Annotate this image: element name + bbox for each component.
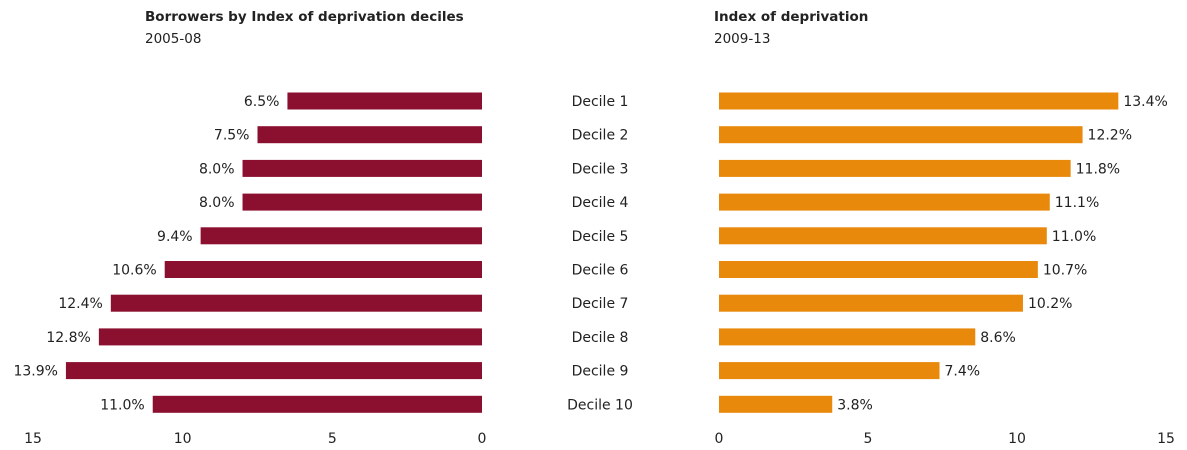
- bar: [719, 362, 940, 380]
- x-tick-label: 0: [478, 431, 487, 447]
- bar: [719, 261, 1038, 278]
- bar: [242, 193, 482, 211]
- category-label: Decile 8: [572, 330, 629, 346]
- bar: [719, 328, 976, 346]
- bar: [242, 159, 482, 177]
- x-tick-label: 5: [864, 431, 873, 447]
- value-label: 8.6%: [980, 330, 1016, 346]
- bar: [719, 193, 1050, 211]
- value-label: 8.0%: [199, 161, 235, 177]
- x-tick-label: 15: [24, 431, 42, 447]
- bar: [719, 159, 1071, 177]
- category-label: Decile 10: [567, 397, 633, 413]
- value-label: 12.2%: [1088, 128, 1132, 144]
- value-label: 13.9%: [13, 364, 57, 380]
- bar: [719, 395, 833, 413]
- value-label: 10.6%: [112, 263, 156, 279]
- bar: [65, 362, 482, 380]
- value-label: 12.4%: [58, 296, 102, 312]
- bar: [287, 92, 482, 110]
- chart-title: Index of deprivation: [714, 9, 868, 25]
- x-tick-label: 10: [174, 431, 192, 447]
- value-label: 7.5%: [214, 128, 250, 144]
- x-tick-label: 0: [715, 431, 724, 447]
- category-label: Decile 5: [572, 229, 629, 245]
- value-label: 11.1%: [1055, 195, 1099, 211]
- bar: [719, 227, 1047, 245]
- bar: [200, 227, 483, 245]
- value-label: 10.7%: [1043, 263, 1087, 279]
- category-label: Decile 6: [572, 263, 629, 279]
- category-label: Decile 1: [572, 94, 629, 110]
- chart-subtitle: 2009-13: [714, 31, 770, 47]
- chart-title: Borrowers by Index of deprivation decile…: [145, 9, 464, 25]
- chart-subtitle: 2005-08: [145, 31, 201, 47]
- value-label: 11.0%: [100, 397, 144, 413]
- value-label: 9.4%: [157, 229, 193, 245]
- value-label: 7.4%: [945, 364, 981, 380]
- bar: [152, 395, 482, 413]
- bar: [719, 92, 1119, 110]
- value-label: 11.0%: [1052, 229, 1096, 245]
- category-label: Decile 4: [572, 195, 629, 211]
- category-label: Decile 9: [572, 364, 629, 380]
- category-label: Decile 3: [572, 161, 629, 177]
- x-tick-label: 5: [328, 431, 337, 447]
- bar: [98, 328, 482, 346]
- value-label: 6.5%: [244, 94, 280, 110]
- category-label: Decile 7: [572, 296, 629, 312]
- bar: [719, 126, 1083, 144]
- bar: [164, 261, 482, 278]
- bar: [257, 126, 482, 144]
- bar: [110, 294, 483, 312]
- bar: [719, 294, 1023, 312]
- value-label: 12.8%: [46, 330, 90, 346]
- value-label: 3.8%: [837, 397, 873, 413]
- value-label: 11.8%: [1076, 161, 1120, 177]
- value-label: 8.0%: [199, 195, 235, 211]
- value-label: 13.4%: [1123, 94, 1167, 110]
- x-tick-label: 10: [1008, 431, 1026, 447]
- x-tick-label: 15: [1157, 431, 1175, 447]
- category-label: Decile 2: [572, 128, 629, 144]
- value-label: 10.2%: [1028, 296, 1072, 312]
